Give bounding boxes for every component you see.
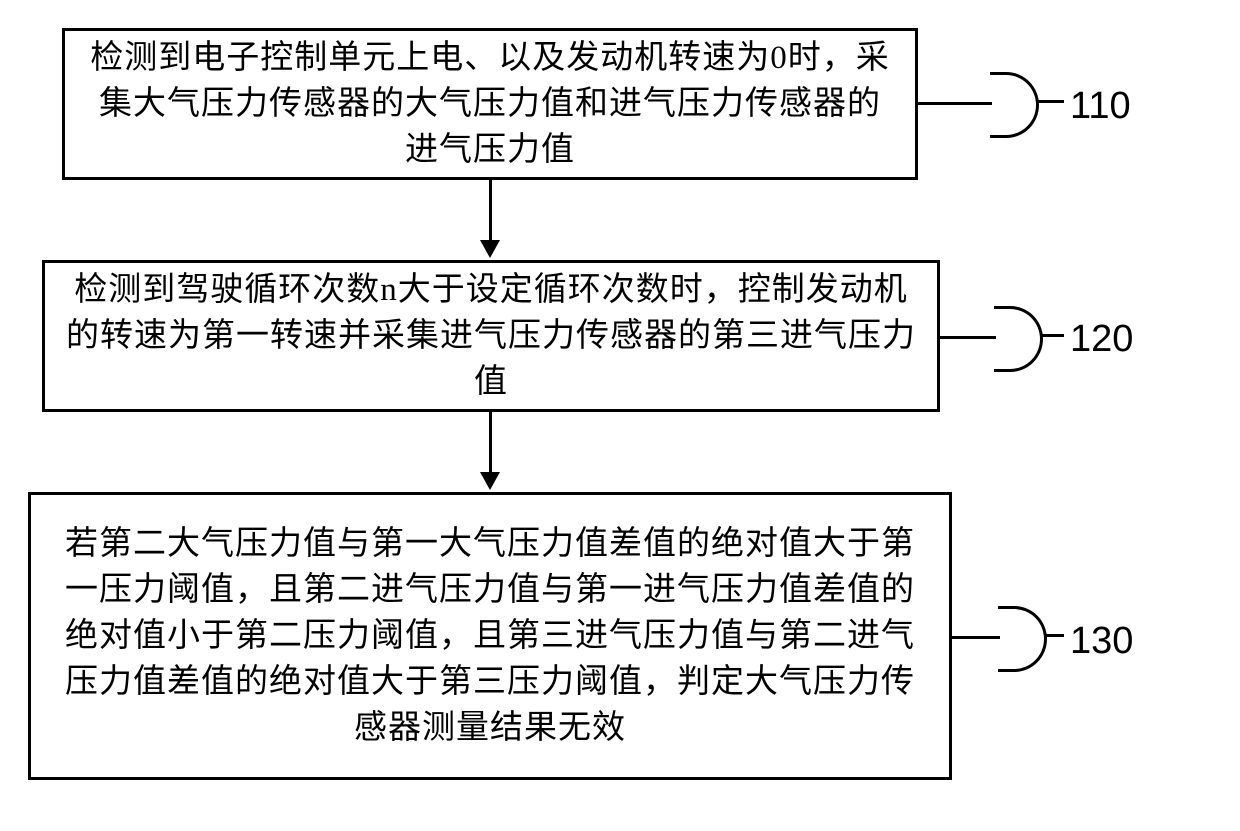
step-label-3: 130: [1070, 620, 1133, 663]
flow-step-3: 若第二大气压力值与第一大气压力值差值的绝对值大于第一压力阈值，且第二进气压力值与…: [28, 492, 952, 780]
step-label-1: 110: [1070, 85, 1131, 128]
arrow-2-3: [480, 412, 500, 490]
flow-step-1: 检测到电子控制单元上电、以及发动机转速为0时，采集大气压力传感器的大气压力值和进…: [62, 28, 918, 180]
flow-step-1-text: 检测到电子控制单元上电、以及发动机转速为0时，采集大气压力传感器的大气压力值和进…: [85, 35, 895, 174]
step-label-2: 120: [1070, 318, 1133, 361]
flow-step-2-text: 检测到驾驶循环次数n大于设定循环次数时，控制发动机的转速为第一转速并采集进气压力…: [65, 267, 917, 406]
flow-step-2: 检测到驾驶循环次数n大于设定循环次数时，控制发动机的转速为第一转速并采集进气压力…: [42, 260, 940, 412]
arrow-1-2: [480, 180, 500, 258]
flow-step-3-text: 若第二大气压力值与第一大气压力值差值的绝对值大于第一压力阈值，且第二进气压力值与…: [51, 521, 929, 752]
